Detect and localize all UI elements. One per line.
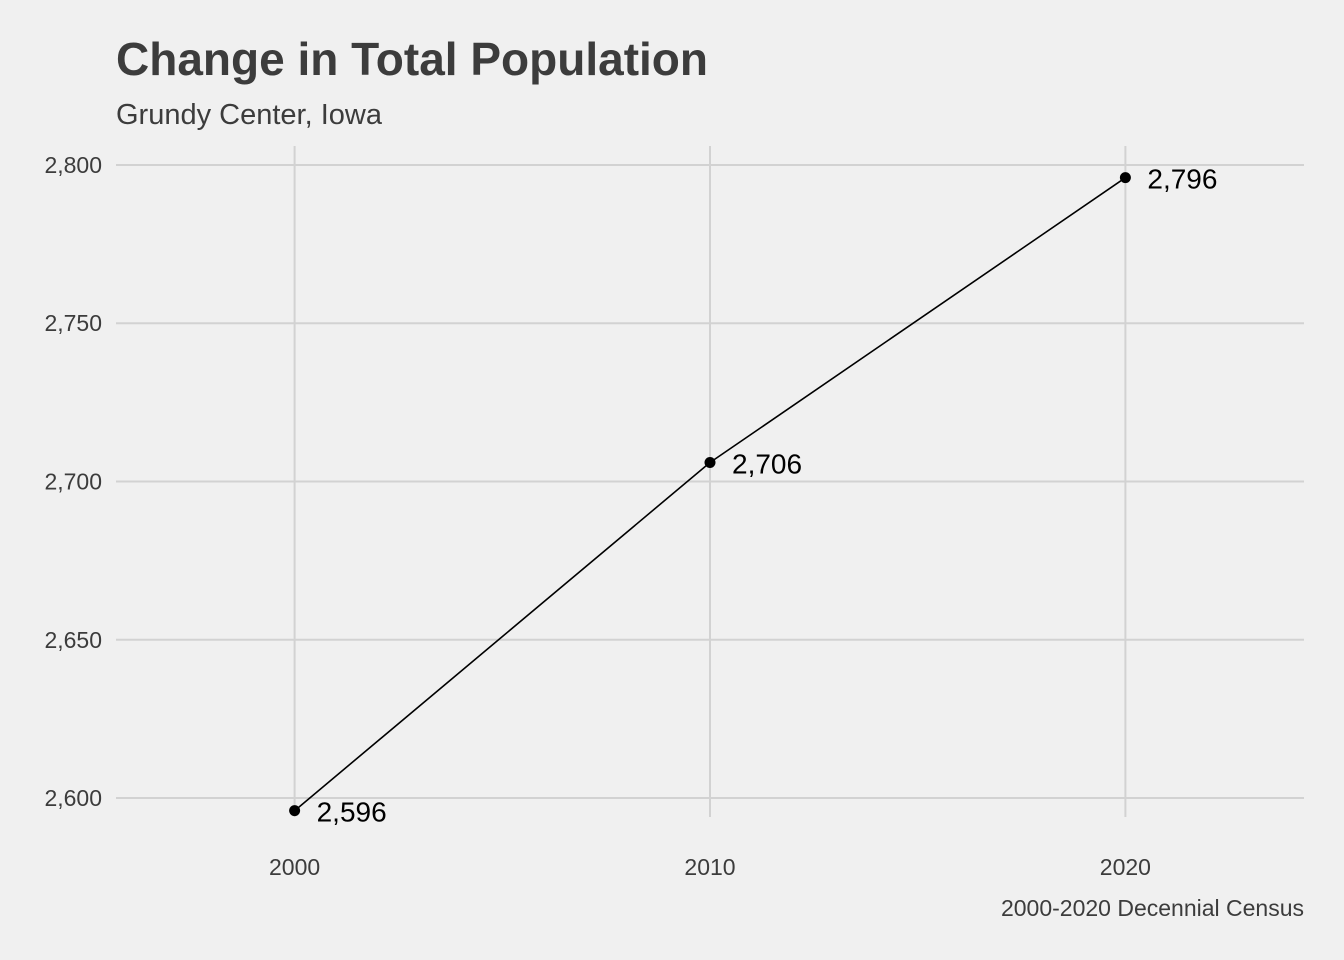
chart-caption: 2000-2020 Decennial Census bbox=[1001, 895, 1304, 921]
y-tick-label: 2,600 bbox=[44, 785, 102, 811]
data-point bbox=[289, 805, 301, 817]
chart-subtitle: Grundy Center, Iowa bbox=[116, 99, 383, 131]
x-tick-label: 2020 bbox=[1100, 854, 1151, 880]
y-tick-label: 2,700 bbox=[44, 469, 102, 495]
data-point bbox=[704, 457, 716, 469]
data-label: 2,596 bbox=[317, 797, 387, 828]
y-tick-label: 2,750 bbox=[44, 310, 102, 336]
x-tick-label: 2000 bbox=[269, 854, 320, 880]
grid bbox=[116, 146, 1304, 817]
data-label: 2,706 bbox=[732, 449, 802, 480]
data-label: 2,796 bbox=[1147, 164, 1217, 195]
y-tick-label: 2,650 bbox=[44, 627, 102, 653]
x-tick-label: 2010 bbox=[684, 854, 735, 880]
axes: 2,600 2,650 2,700 2,750 2,800 2000 2010 2020 bbox=[44, 152, 1151, 880]
chart-title: Change in Total Population bbox=[116, 33, 708, 85]
series-layer: 2,596 2,706 2,796 bbox=[289, 164, 1217, 828]
data-point bbox=[1119, 172, 1131, 184]
y-tick-label: 2,800 bbox=[44, 152, 102, 178]
